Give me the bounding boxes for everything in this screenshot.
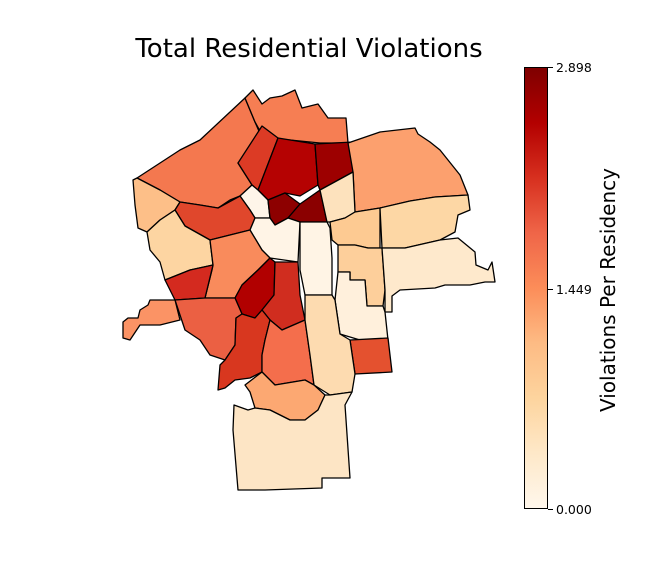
map-region-southwest-arm xyxy=(122,299,181,341)
colorbar-tick-label-mid: 1.449 xyxy=(556,282,592,297)
map-region-south-large xyxy=(232,391,353,491)
colorbar-tick-label-max: 2.898 xyxy=(556,60,592,75)
colorbar-tick-label-min: 0.000 xyxy=(556,502,592,517)
map-region-west-red-small xyxy=(164,264,214,301)
map-region-southwest-red xyxy=(217,309,271,391)
colorbar-tick-mid xyxy=(548,289,553,290)
map-region-south-cream-center xyxy=(304,294,356,396)
colorbar-tick-max xyxy=(548,67,553,68)
map-region-east-far xyxy=(381,237,496,313)
colorbar xyxy=(524,67,548,509)
colorbar-label: Violations Per Residency xyxy=(596,168,620,412)
colorbar-tick-min xyxy=(548,509,553,510)
chart-title: Total Residential Violations xyxy=(135,34,483,64)
map-region-east-small-red xyxy=(349,337,393,375)
map-region-center-white-2 xyxy=(299,221,333,296)
